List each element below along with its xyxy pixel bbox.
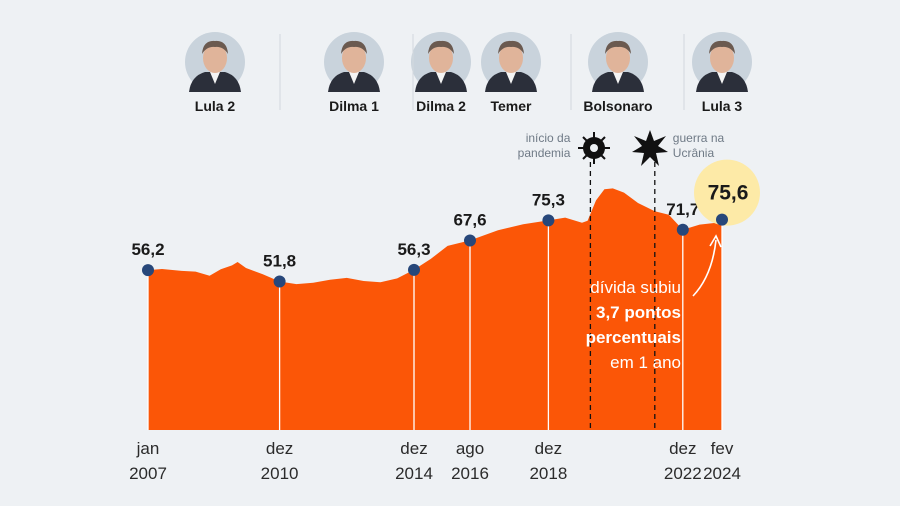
x-tick-label: dez 2022 [663, 439, 702, 483]
annotation: dívida subiu [590, 278, 681, 297]
point [542, 214, 555, 227]
x-tick-label: ago 2016 [451, 439, 489, 483]
explosion-icon [632, 130, 668, 166]
president-photos [185, 32, 752, 92]
president-name: Dilma 1 [329, 98, 379, 114]
virus-icon [578, 132, 610, 164]
president-name: Lula 2 [195, 98, 236, 114]
president-name: Bolsonaro [583, 98, 652, 114]
annotation: em 1 ano [610, 353, 681, 372]
annotation: 3,7 pontos [596, 303, 681, 322]
value-label: 51,8 [263, 252, 296, 271]
event-label: guerra na Ucrânia [672, 131, 725, 160]
x-tick-label: fev 2024 [703, 439, 741, 483]
point [464, 234, 476, 247]
x-tick-label: jan 2007 [129, 439, 167, 483]
annotation-arrowhead [709, 234, 722, 248]
x-tick-label: dez 2018 [529, 439, 568, 483]
point [142, 264, 154, 277]
value-label: 75,6 [708, 182, 749, 205]
area [148, 188, 722, 430]
president-name: Dilma 2 [416, 98, 466, 114]
annotation-arrow [692, 239, 717, 297]
point [408, 263, 420, 276]
event-label: início da pandemia [517, 131, 571, 160]
x-tick-label: dez 2010 [260, 439, 299, 483]
president-name: Lula 3 [702, 98, 743, 114]
plot: 56,2 51,8 56,3 67,6 75,3 71,7 75,6 [131, 159, 760, 430]
point [716, 213, 728, 226]
annotation: percentuais [586, 328, 681, 347]
term-separators [279, 34, 685, 110]
value-label: 75,3 [532, 190, 565, 209]
value-label: 67,6 [453, 210, 486, 229]
president-name: Temer [491, 98, 533, 114]
x-tick-label: dez 2014 [395, 439, 433, 483]
value-label: 56,2 [131, 240, 164, 259]
point [676, 223, 689, 236]
point [273, 275, 286, 288]
value-label: 56,3 [397, 240, 430, 259]
value-label: 71,7 [666, 200, 699, 219]
highlight-glow [694, 159, 760, 226]
